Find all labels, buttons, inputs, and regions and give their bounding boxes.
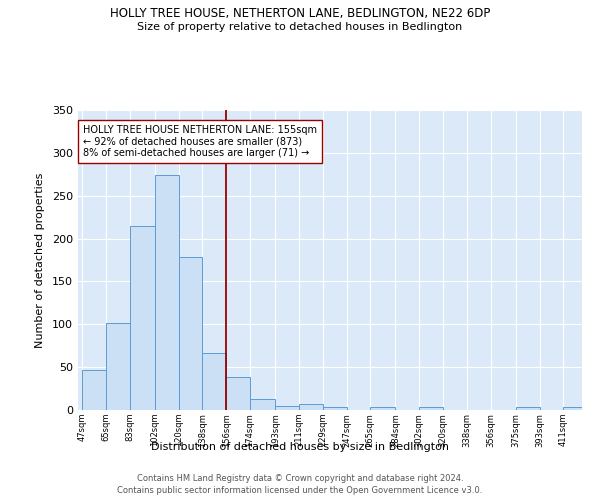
Text: HOLLY TREE HOUSE NETHERTON LANE: 155sqm
← 92% of detached houses are smaller (87: HOLLY TREE HOUSE NETHERTON LANE: 155sqm … xyxy=(83,124,317,158)
Text: Contains public sector information licensed under the Open Government Licence v3: Contains public sector information licen… xyxy=(118,486,482,495)
Bar xyxy=(130,226,155,410)
Bar xyxy=(106,324,130,410)
Bar xyxy=(275,406,299,410)
Bar xyxy=(563,408,587,410)
Bar xyxy=(250,399,275,410)
Text: HOLLY TREE HOUSE, NETHERTON LANE, BEDLINGTON, NE22 6DP: HOLLY TREE HOUSE, NETHERTON LANE, BEDLIN… xyxy=(110,8,490,20)
Bar xyxy=(370,408,395,410)
Text: Size of property relative to detached houses in Bedlington: Size of property relative to detached ho… xyxy=(137,22,463,32)
Y-axis label: Number of detached properties: Number of detached properties xyxy=(35,172,45,348)
Bar xyxy=(419,408,443,410)
Bar xyxy=(226,376,250,410)
Bar xyxy=(323,408,347,410)
Bar xyxy=(299,404,323,410)
Bar xyxy=(155,175,179,410)
Bar xyxy=(516,408,539,410)
Text: Contains HM Land Registry data © Crown copyright and database right 2024.: Contains HM Land Registry data © Crown c… xyxy=(137,474,463,483)
Bar xyxy=(82,370,106,410)
Bar xyxy=(202,352,226,410)
Bar xyxy=(179,258,202,410)
Text: Distribution of detached houses by size in Bedlington: Distribution of detached houses by size … xyxy=(151,442,449,452)
